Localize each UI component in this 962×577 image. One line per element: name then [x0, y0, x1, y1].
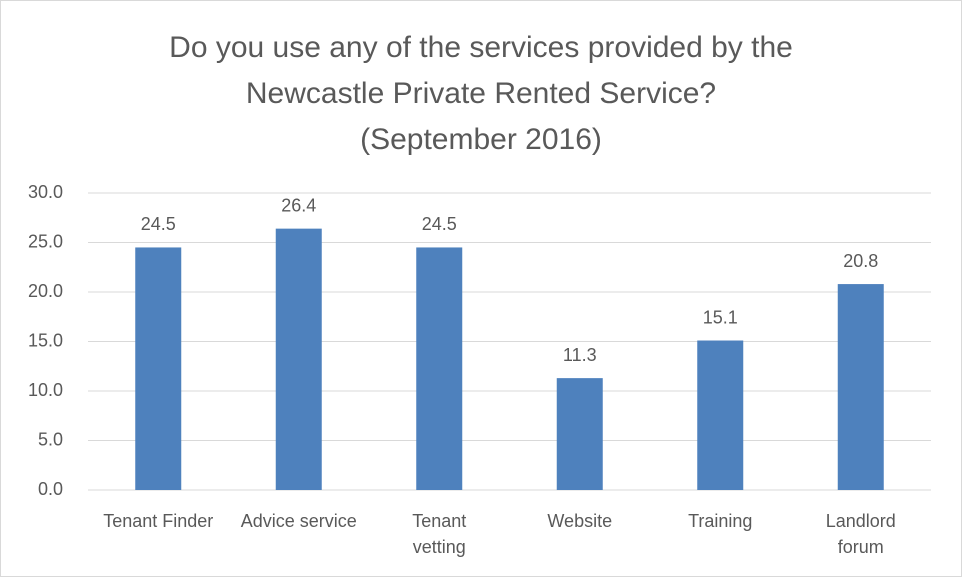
data-label: 11.3: [563, 345, 597, 365]
bar: [416, 247, 463, 490]
data-label: 20.8: [843, 251, 878, 271]
chart-title: (September 2016): [360, 123, 602, 156]
x-tick-label: Landlord forum: [825, 511, 896, 557]
data-label: 24.5: [141, 214, 176, 234]
bar: [697, 340, 744, 490]
bar: [556, 378, 603, 490]
y-tick-label: 15.0: [28, 330, 63, 350]
x-tick-label: Tenant vetting: [412, 511, 467, 557]
bar: [135, 247, 182, 490]
x-tick-label: Training: [688, 511, 753, 531]
y-tick-label: 30.0: [28, 182, 63, 202]
y-tick-label: 10.0: [28, 380, 63, 400]
data-label: 24.5: [422, 214, 457, 234]
y-tick-label: 5.0: [38, 429, 63, 449]
y-tick-label: 0.0: [38, 479, 63, 499]
data-label: 15.1: [703, 307, 738, 327]
data-label: 26.4: [281, 195, 316, 215]
chart-title: Newcastle Private Rented Service?: [246, 77, 716, 110]
x-tick-label: Tenant Finder: [103, 511, 214, 531]
bar: [275, 228, 322, 490]
y-tick-label: 25.0: [28, 231, 63, 251]
bar: [837, 284, 884, 490]
chart-title: Do you use any of the services provided …: [169, 31, 793, 64]
x-tick-label: Website: [547, 511, 613, 531]
y-tick-label: 20.0: [28, 281, 63, 301]
x-tick-label: Advice service: [240, 511, 357, 531]
